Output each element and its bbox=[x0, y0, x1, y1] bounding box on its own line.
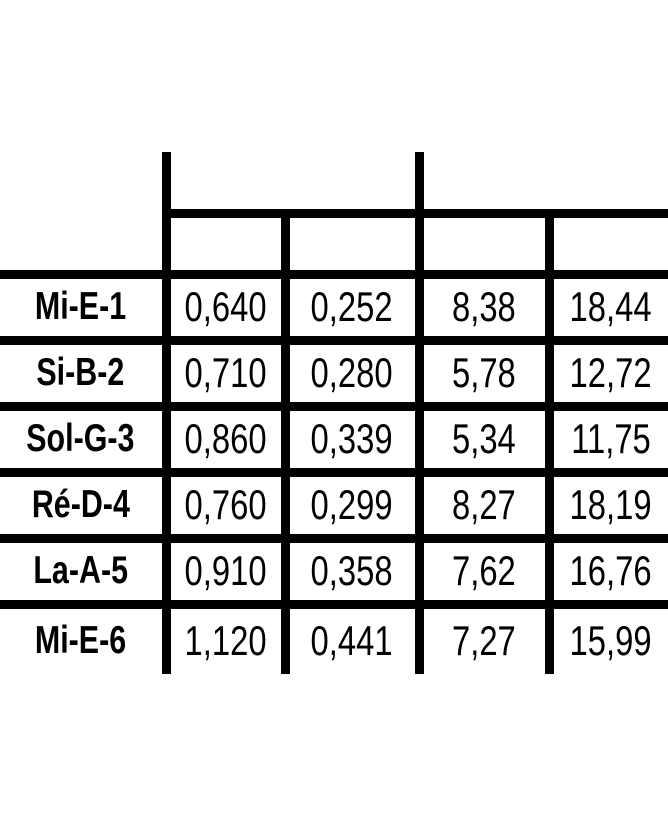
header-tension: Tension bbox=[414, 152, 668, 218]
cell-inches: 0,280 bbox=[280, 335, 424, 411]
cell-mm: 1,120 bbox=[161, 599, 290, 674]
cell-lbs: 15,99 bbox=[544, 599, 668, 674]
cell-mm: 0,710 bbox=[161, 335, 290, 411]
cell-inches: 0,358 bbox=[280, 533, 424, 609]
header-inches-label: inches bbox=[307, 222, 397, 264]
row-label: Sol-G-3 bbox=[0, 401, 171, 477]
cell-inches: 0,441 bbox=[280, 599, 424, 674]
header-lbs: lbs bbox=[544, 208, 668, 279]
row-label: Ré-D-4 bbox=[0, 467, 171, 543]
cell-mm: 0,910 bbox=[161, 533, 290, 609]
cell-mm: 0,860 bbox=[161, 401, 290, 477]
cell-lbs: 18,19 bbox=[544, 467, 668, 543]
cell-kg: 8,38 bbox=[414, 269, 554, 345]
header-lbs-label: lbs bbox=[590, 222, 632, 264]
table-row: Mi-E-1 0,640 0,252 8,38 18,44 bbox=[0, 269, 668, 345]
table-row: Sol-G-3 0,860 0,339 5,34 11,75 bbox=[0, 401, 668, 477]
cell-mm: 0,640 bbox=[161, 269, 290, 345]
cell-kg: 7,27 bbox=[414, 599, 554, 674]
header-diameter-label: Diamètre bbox=[229, 158, 356, 201]
cell-inches: 0,299 bbox=[280, 467, 424, 543]
string-spec-table: Diamètre Tension mm inches Kg lbs Mi-E-1… bbox=[0, 152, 668, 674]
header-kg: Kg bbox=[414, 208, 554, 279]
row-label: Si-B-2 bbox=[0, 335, 171, 411]
cell-lbs: 12,72 bbox=[544, 335, 668, 411]
row-label: La-A-5 bbox=[0, 533, 171, 609]
cell-kg: 5,78 bbox=[414, 335, 554, 411]
cell-lbs: 18,44 bbox=[544, 269, 668, 345]
sub-header-row: mm inches Kg lbs bbox=[0, 208, 668, 279]
cell-lbs: 16,76 bbox=[544, 533, 668, 609]
table-row: La-A-5 0,910 0,358 7,62 16,76 bbox=[0, 533, 668, 609]
corner-cell bbox=[0, 152, 171, 279]
header-kg-label: Kg bbox=[465, 222, 503, 264]
header-mm-label: mm bbox=[200, 222, 251, 264]
header-tension-label: Tension bbox=[490, 158, 602, 201]
cell-kg: 8,27 bbox=[414, 467, 554, 543]
header-mm: mm bbox=[166, 208, 290, 279]
cell-mm: 0,760 bbox=[161, 467, 290, 543]
table-row: Si-B-2 0,710 0,280 5,78 12,72 bbox=[0, 335, 668, 411]
header-diameter: Diamètre bbox=[161, 152, 424, 218]
table-row: Ré-D-4 0,760 0,299 8,27 18,19 bbox=[0, 467, 668, 543]
header-inches: inches bbox=[280, 208, 424, 279]
cell-inches: 0,252 bbox=[280, 269, 424, 345]
row-label: Mi-E-1 bbox=[0, 269, 171, 345]
cell-kg: 5,34 bbox=[414, 401, 554, 477]
cell-kg: 7,62 bbox=[414, 533, 554, 609]
table-row: Mi-E-6 1,120 0,441 7,27 15,99 bbox=[0, 599, 668, 674]
cell-inches: 0,339 bbox=[280, 401, 424, 477]
cell-lbs: 11,75 bbox=[544, 401, 668, 477]
group-header-row: Diamètre Tension bbox=[0, 152, 668, 279]
row-label: Mi-E-6 bbox=[0, 599, 171, 674]
